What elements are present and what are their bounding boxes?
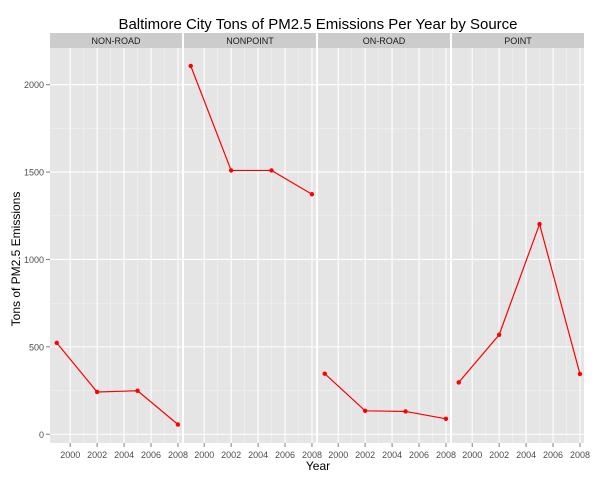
series-line xyxy=(324,373,447,420)
data-point xyxy=(322,371,327,376)
data-point xyxy=(456,380,461,385)
x-tick-label: 2006 xyxy=(543,450,563,460)
x-tick-label: 2004 xyxy=(248,450,268,460)
facet-strip-label: NONPOINT xyxy=(226,36,274,46)
facet-panel: ON-ROAD 2000 2002 2004 2006 2008 xyxy=(318,33,456,460)
data-point xyxy=(269,168,274,173)
facet-panel: POINT 2000 2002 2004 2006 2008 xyxy=(452,33,590,460)
facet-strip-label: NON-ROAD xyxy=(92,36,141,46)
x-tick-label: 2008 xyxy=(168,450,188,460)
data-point xyxy=(188,63,193,69)
data-point xyxy=(403,409,408,414)
data-point xyxy=(577,371,583,377)
data-point xyxy=(362,408,368,413)
facet-panel: NON-ROAD 2000 2002 2004 2006 2008 xyxy=(50,33,188,460)
y-tick-label: 2000 xyxy=(24,80,44,90)
x-tick-label: 2006 xyxy=(409,450,429,460)
y-tick-label: 500 xyxy=(29,342,44,352)
data-point xyxy=(175,422,181,427)
facet-strip-label: POINT xyxy=(504,36,532,46)
y-axis-label: Tons of PM2.5 Emissions xyxy=(9,192,23,327)
x-tick-label: 2000 xyxy=(60,450,80,460)
series-line xyxy=(190,65,313,195)
x-tick-label: 2008 xyxy=(570,450,590,460)
facet-background xyxy=(452,48,584,443)
y-tick-label: 0 xyxy=(39,430,44,440)
x-tick-label: 2000 xyxy=(462,450,482,460)
facet-background xyxy=(50,48,182,443)
x-tick-label: 2006 xyxy=(275,450,295,460)
data-point xyxy=(443,416,449,422)
facets: NON-ROAD 2000 2002 2004 2006 2008 NONPOINT 2000… xyxy=(50,33,590,460)
facet-strip xyxy=(50,33,182,48)
x-axis-label: Year xyxy=(306,459,330,473)
x-tick-label: 2002 xyxy=(489,450,509,460)
x-tick-label: 2004 xyxy=(382,450,402,460)
facet-strip-label: ON-ROAD xyxy=(363,36,406,46)
facet-panel: NONPOINT 2000 2002 2004 2006 2008 xyxy=(184,33,322,460)
data-point xyxy=(537,221,542,227)
series-line xyxy=(458,222,581,383)
data-point xyxy=(135,388,140,393)
y-axis-ticks: 0 500 1000 1500 2000 xyxy=(24,80,50,440)
y-tick-label: 1000 xyxy=(24,255,44,265)
data-point xyxy=(54,340,59,346)
data-point xyxy=(496,332,502,337)
x-tick-label: 2002 xyxy=(87,450,107,460)
facet-background xyxy=(184,48,316,443)
x-tick-label: 2006 xyxy=(141,450,161,460)
x-tick-label: 2000 xyxy=(328,450,348,460)
data-point xyxy=(228,168,234,173)
y-tick-label: 1500 xyxy=(24,168,44,178)
facet-background xyxy=(318,48,450,443)
facet-strip xyxy=(318,33,450,48)
facet-strip xyxy=(452,33,584,48)
x-tick-label: 2002 xyxy=(221,450,241,460)
x-tick-label: 2004 xyxy=(114,450,134,460)
x-tick-label: 2002 xyxy=(355,450,375,460)
data-point xyxy=(309,192,315,197)
x-tick-label: 2004 xyxy=(516,450,536,460)
chart-title: Baltimore City Tons of PM2.5 Emissions P… xyxy=(118,16,517,33)
x-tick-label: 2000 xyxy=(194,450,214,460)
data-point xyxy=(94,389,100,395)
facet-strip xyxy=(184,33,316,48)
x-tick-label: 2008 xyxy=(302,450,322,460)
series-line xyxy=(56,342,179,425)
x-tick-label: 2008 xyxy=(436,450,456,460)
